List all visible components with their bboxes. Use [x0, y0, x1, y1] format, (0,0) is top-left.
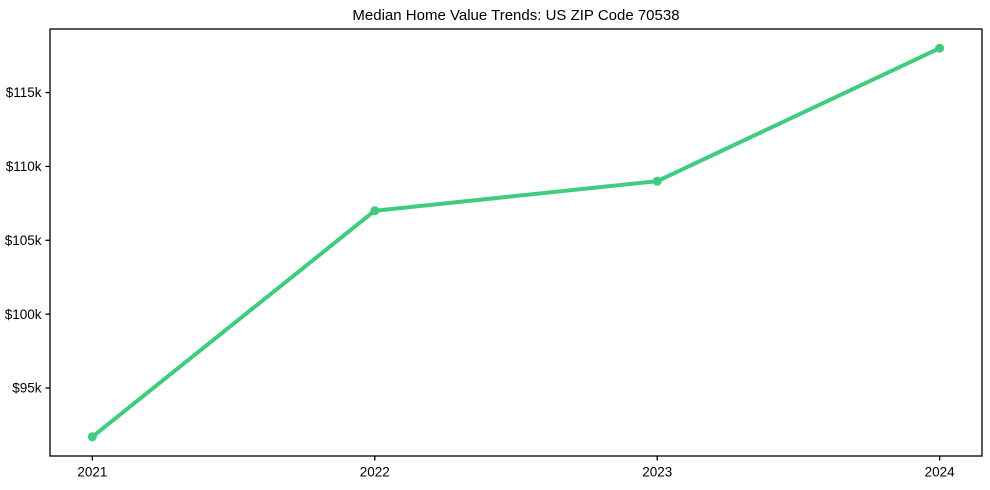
y-tick-label: $95k — [12, 381, 42, 396]
data-point-marker — [935, 43, 945, 53]
x-tick-label: 2022 — [360, 465, 390, 480]
chart-title: Median Home Value Trends: US ZIP Code 70… — [352, 7, 680, 24]
y-tick-label: $100k — [5, 307, 42, 322]
y-tick-label: $105k — [5, 233, 42, 248]
x-tick-label: 2021 — [77, 465, 107, 480]
trend-line — [90, 46, 942, 439]
data-point-marker — [87, 432, 97, 442]
data-point-marker — [652, 176, 662, 186]
y-tick-label: $110k — [6, 159, 42, 174]
x-tick-label: 2024 — [925, 465, 956, 480]
data-point-marker — [370, 206, 380, 216]
plot-border — [49, 28, 983, 457]
y-tick-label: $115k — [6, 85, 42, 100]
x-tick-label: 2023 — [642, 465, 672, 480]
